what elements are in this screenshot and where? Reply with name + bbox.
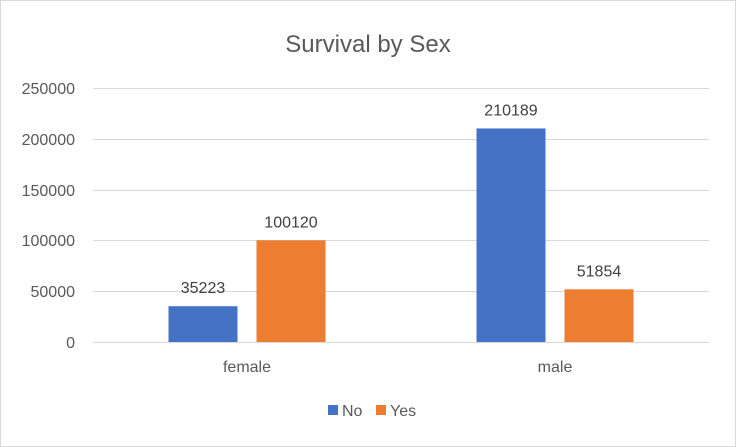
bar-female-yes — [256, 240, 326, 342]
bars — [168, 128, 634, 342]
category-label-male: male — [538, 359, 573, 376]
y-tick-label: 250000 — [22, 81, 75, 98]
y-tick-label: 100000 — [22, 233, 75, 250]
bar-female-no — [168, 306, 238, 342]
chart-title: Survival by Sex — [285, 31, 450, 58]
legend-swatch-no — [328, 405, 338, 415]
data-labels: 35223 100120 210189 51854 — [181, 102, 622, 297]
y-tick-label: 200000 — [22, 132, 75, 149]
bar-male-no — [476, 128, 546, 342]
legend-swatch-yes — [376, 405, 386, 415]
category-label-female: female — [223, 359, 271, 376]
y-tick-label: 150000 — [22, 183, 75, 200]
y-tick-label: 0 — [66, 335, 75, 352]
legend-label-no: No — [342, 403, 363, 420]
legend-label-yes: Yes — [390, 403, 416, 420]
y-axis-ticks: 0 50000 100000 150000 200000 250000 — [22, 81, 75, 352]
data-label-male-no: 210189 — [484, 102, 537, 119]
y-tick-label: 50000 — [31, 284, 76, 301]
legend: No Yes — [328, 403, 416, 420]
data-label-female-yes: 100120 — [264, 214, 317, 231]
category-labels: female male — [223, 359, 572, 376]
data-label-male-yes: 51854 — [577, 263, 622, 280]
data-label-female-no: 35223 — [181, 280, 226, 297]
bar-male-yes — [564, 289, 634, 342]
gridlines — [93, 88, 709, 343]
